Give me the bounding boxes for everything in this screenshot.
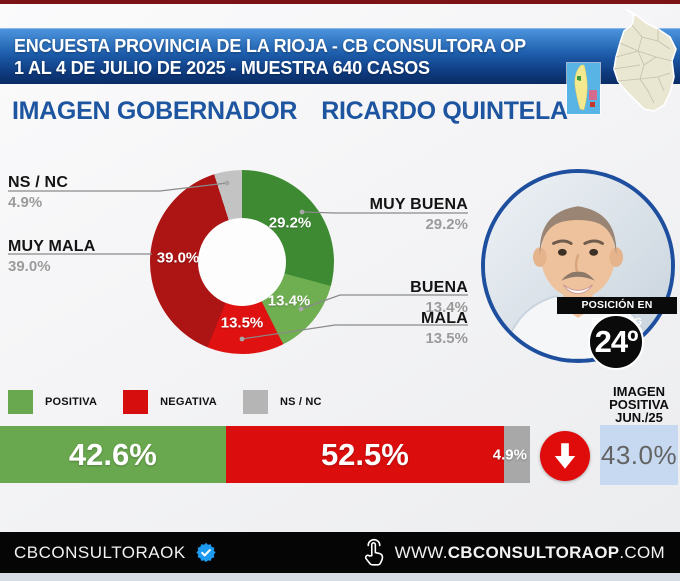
- donut-inside-label-muy-mala: 39.0%: [156, 249, 200, 267]
- callout-muy-buena: MUY BUENA 29.2%: [370, 196, 468, 233]
- website-name: CBCONSULTORAOP: [447, 542, 620, 562]
- callout-ns-nc: NS / NC 4.9%: [8, 174, 68, 211]
- click-hand-icon: [364, 538, 383, 566]
- legend-label-negativa: NEGATIVA: [160, 395, 217, 408]
- callout-label: NS / NC: [8, 174, 69, 191]
- ranking-label: POSICIÓN EN RANKING: [557, 297, 677, 328]
- ranking-position-badge: 24º: [588, 314, 644, 370]
- verified-badge-icon: [196, 542, 216, 562]
- stacked-bar-chart: 42.6% 52.5% 4.9%: [0, 426, 530, 483]
- previous-image-value: 43.0%: [600, 439, 678, 470]
- callout-value: 29.2%: [425, 216, 468, 233]
- donut-inside-label-muy-buena: 29.2%: [268, 214, 312, 232]
- banner-line1: ENCUESTA PROVINCIA DE LA RIOJA - CB CONS…: [14, 36, 526, 56]
- legend-swatch-positiva: [8, 389, 33, 414]
- previous-image-heading: IMAGEN POSITIVA JUN./25: [609, 384, 669, 425]
- la-rioja-province-map-icon: [613, 8, 677, 112]
- legend-swatch-nsnc: [242, 389, 268, 414]
- callout-label: MUY MALA: [8, 238, 96, 255]
- callout-label: MUY BUENA: [369, 196, 468, 213]
- callout-value: 39.0%: [8, 258, 51, 275]
- callout-value: 13.5%: [425, 330, 468, 347]
- bar-value-nsnc: 4.9%: [492, 446, 527, 463]
- title-section: IMAGEN GOBERNADOR: [12, 97, 298, 125]
- bar-segment-negativa: 52.5%: [225, 426, 505, 483]
- callout-buena: BUENA 13.4%: [410, 279, 468, 316]
- banner-line2: 1 AL 4 DE JULIO DE 2025 - MUESTRA 640 CA…: [14, 58, 430, 78]
- governor-portrait-illustration: [485, 173, 671, 359]
- header-banner: ENCUESTA PROVINCIA DE LA RIOJA - CB CONS…: [0, 28, 680, 84]
- callout-value: 4.9%: [8, 194, 43, 211]
- donut-inside-label-buena: 13.4%: [267, 292, 311, 310]
- website-prefix: WWW.: [394, 542, 448, 562]
- bar-segment-positiva: 42.6%: [0, 426, 226, 483]
- page-title: IMAGEN GOBERNADOR RICARDO QUINTELA: [12, 97, 568, 126]
- footer-bar: CBCONSULTORAOK WWW.CBCONSULTORAOP.COM: [0, 532, 680, 573]
- governor-photo: [481, 169, 675, 363]
- previous-image-box: 43.0%: [600, 425, 678, 485]
- social-handle[interactable]: CBCONSULTORAOK: [14, 542, 186, 562]
- website-url[interactable]: WWW.CBCONSULTORAOP.COM: [395, 543, 665, 563]
- donut-inside-label-mala: 13.5%: [220, 314, 264, 332]
- top-accent-strip: [0, 0, 680, 4]
- callout-mala: MALA 13.5%: [421, 310, 468, 347]
- legend-label-positiva: POSITIVA: [45, 395, 98, 408]
- title-person: RICARDO QUINTELA: [321, 97, 568, 125]
- arrow-down-icon: [554, 443, 576, 469]
- bar-segment-nsnc: 4.9%: [493, 426, 530, 483]
- callout-value: 13.4%: [425, 299, 468, 316]
- bar-value-negativa: 52.5%: [320, 436, 409, 472]
- callout-label: MALA: [420, 310, 468, 327]
- legend-label-nsnc: NS / NC: [279, 395, 322, 408]
- callout-label: BUENA: [410, 279, 468, 296]
- trend-down-badge: [540, 431, 590, 481]
- ranking-position-value: 24º: [594, 324, 639, 359]
- chart-legend: POSITIVA NEGATIVA NS / NC: [8, 389, 348, 414]
- donut-chart-hole: [198, 218, 286, 306]
- callout-muy-mala: MUY MALA 39.0%: [8, 238, 96, 275]
- argentina-map-inset-icon: [567, 63, 600, 114]
- bar-value-positiva: 42.6%: [68, 436, 157, 472]
- legend-swatch-negativa: [123, 389, 149, 414]
- bottom-strip: [0, 573, 680, 581]
- website-suffix: .COM: [619, 542, 665, 562]
